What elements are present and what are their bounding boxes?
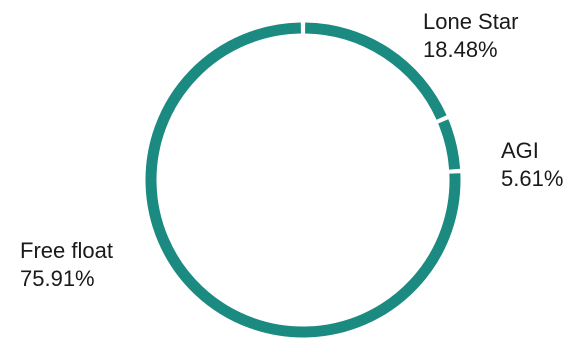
slice-name-free-float: Free float xyxy=(20,238,113,263)
slice-value-lone-star: 18.48% xyxy=(423,37,498,62)
donut-slice-agi xyxy=(438,119,461,170)
donut-slice-free-float xyxy=(145,22,461,338)
slice-label-lone-star: Lone Star 18.48% xyxy=(423,8,518,64)
slice-name-agi: AGI xyxy=(501,138,539,163)
slice-label-agi: AGI 5.61% xyxy=(501,137,563,193)
slice-name-lone-star: Lone Star xyxy=(423,9,519,34)
donut-slice-lone-star xyxy=(305,22,447,120)
slice-value-agi: 5.61% xyxy=(501,166,564,191)
slice-value-free-float: 75.91% xyxy=(20,266,95,291)
slice-label-free-float: Free float 75.91% xyxy=(20,237,113,293)
